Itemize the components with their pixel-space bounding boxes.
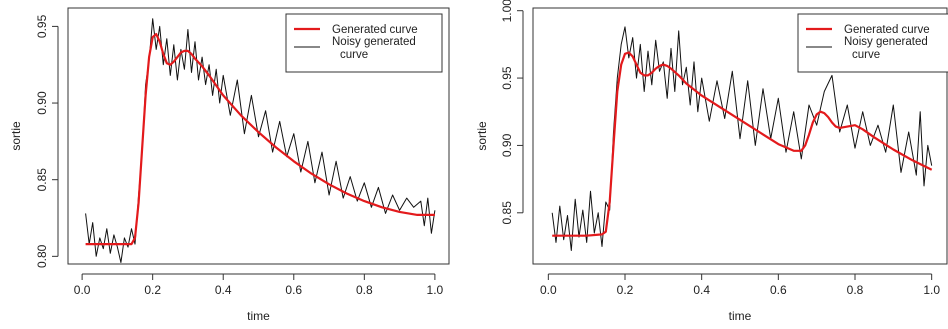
plot-frame [67,7,450,265]
y-tick-label: 0.95 [35,14,49,38]
x-tick-label: 0.0 [540,283,557,297]
y-tick-label: 1.00 [500,0,514,22]
series-generated-curve [85,32,435,246]
x-tick-label: 0.6 [770,283,787,297]
series-noisy-generated-curve [85,18,436,263]
x-tick-label: 0.4 [693,283,710,297]
y-tick-label: 0.80 [35,244,49,268]
x-tick-label: 0.8 [847,283,864,297]
chart-left: 0.0 0.2 0.4 0.6 0.8 1.0 0.80 0.85 0.90 0.95 time so… [9,7,450,323]
x-tick-label: 0.2 [144,283,161,297]
legend-label-noisy: Noisy generated [332,36,416,48]
y-tick-label: 0.95 [500,66,514,90]
x-tick-label: 1.0 [427,283,444,297]
x-tick-label: 0.0 [74,283,91,297]
legend-box [797,13,948,73]
x-axis-title: time [729,309,752,323]
legend-label-noisy: Noisy generated [844,36,928,48]
y-tick-label: 0.85 [35,168,49,192]
x-tick-label: 0.8 [356,283,373,297]
y-tick-label: 0.90 [500,133,514,157]
x-tick-label: 0.6 [285,283,302,297]
legend-label-noisy-cont: curve [340,49,368,61]
y-axis-title: sortie [475,121,489,151]
y-axis-title: sortie [9,121,23,151]
x-tick-label: 0.2 [617,283,634,297]
plot-frame [532,7,948,265]
y-tick-label: 0.90 [35,91,49,115]
y-tick-label: 0.85 [500,201,514,225]
legend-box [285,13,443,73]
legend-label-generated: Generated curve [332,24,418,36]
x-axis-title: time [247,309,270,323]
legend-label-noisy-cont: curve [852,49,880,61]
series-generated-curve [552,51,933,237]
chart-right: 0.0 0.2 0.4 0.6 0.8 1.0 0.85 0.90 0.95 1.00 time so… [475,0,948,323]
legend-label-generated: Generated curve [844,24,930,36]
x-tick-label: 0.4 [215,283,232,297]
x-tick-label: 1.0 [923,283,940,297]
